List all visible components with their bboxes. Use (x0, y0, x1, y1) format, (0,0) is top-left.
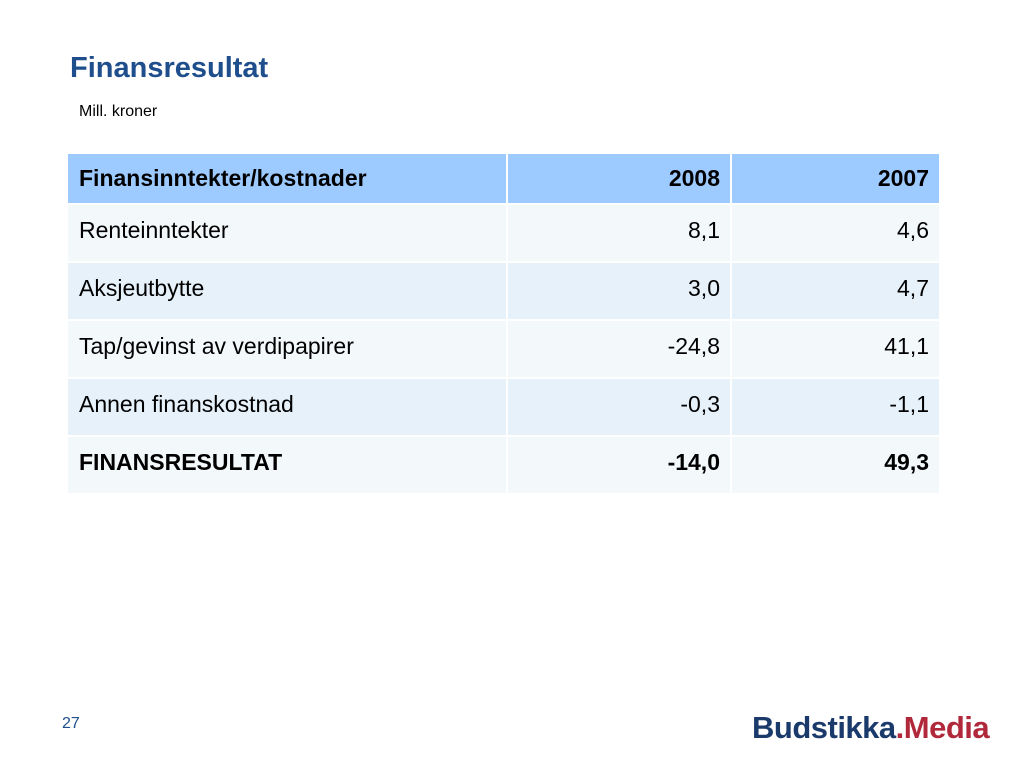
total-label: FINANSRESULTAT (68, 436, 508, 495)
table-row: Annen finanskostnad -0,3 -1,1 (68, 378, 939, 437)
value-2007: 4,7 (731, 262, 939, 321)
table-row: Renteinntekter 8,1 4,6 (68, 204, 939, 263)
column-header-2008: 2008 (507, 154, 732, 205)
total-value-2007: 49,3 (731, 436, 939, 495)
page-number: 27 (62, 715, 80, 732)
logo-dot: . (895, 710, 905, 745)
budstikka-media-logo: Budstikka.Media (752, 706, 990, 750)
column-header-2007: 2007 (731, 154, 939, 205)
slide-title: Finansresultat (70, 52, 269, 84)
row-label: Annen finanskostnad (68, 378, 508, 437)
value-2007: 41,1 (731, 320, 939, 379)
logo-brand-text: Budstikka (752, 710, 896, 745)
value-2007: -1,1 (731, 378, 939, 437)
row-label: Aksjeutbytte (68, 262, 508, 321)
table-header-row: Finansinntekter/kostnader 2008 2007 (68, 154, 939, 205)
value-2008: 3,0 (507, 262, 732, 321)
value-2008: -24,8 (507, 320, 732, 379)
row-label: Tap/gevinst av verdipapirer (68, 320, 508, 379)
row-label: Renteinntekter (68, 204, 508, 263)
table-row: Aksjeutbytte 3,0 4,7 (68, 262, 939, 321)
table-total-row: FINANSRESULTAT -14,0 49,3 (68, 436, 939, 495)
finance-table: Finansinntekter/kostnader 2008 2007 Rent… (68, 154, 939, 495)
slide-subtitle: Mill. kroner (79, 103, 158, 120)
value-2007: 4,6 (731, 204, 939, 263)
table-row: Tap/gevinst av verdipapirer -24,8 41,1 (68, 320, 939, 379)
column-header-category: Finansinntekter/kostnader (68, 154, 508, 205)
value-2008: -0,3 (507, 378, 732, 437)
value-2008: 8,1 (507, 204, 732, 263)
logo-suffix-text: Media (903, 710, 990, 745)
total-value-2008: -14,0 (507, 436, 732, 495)
